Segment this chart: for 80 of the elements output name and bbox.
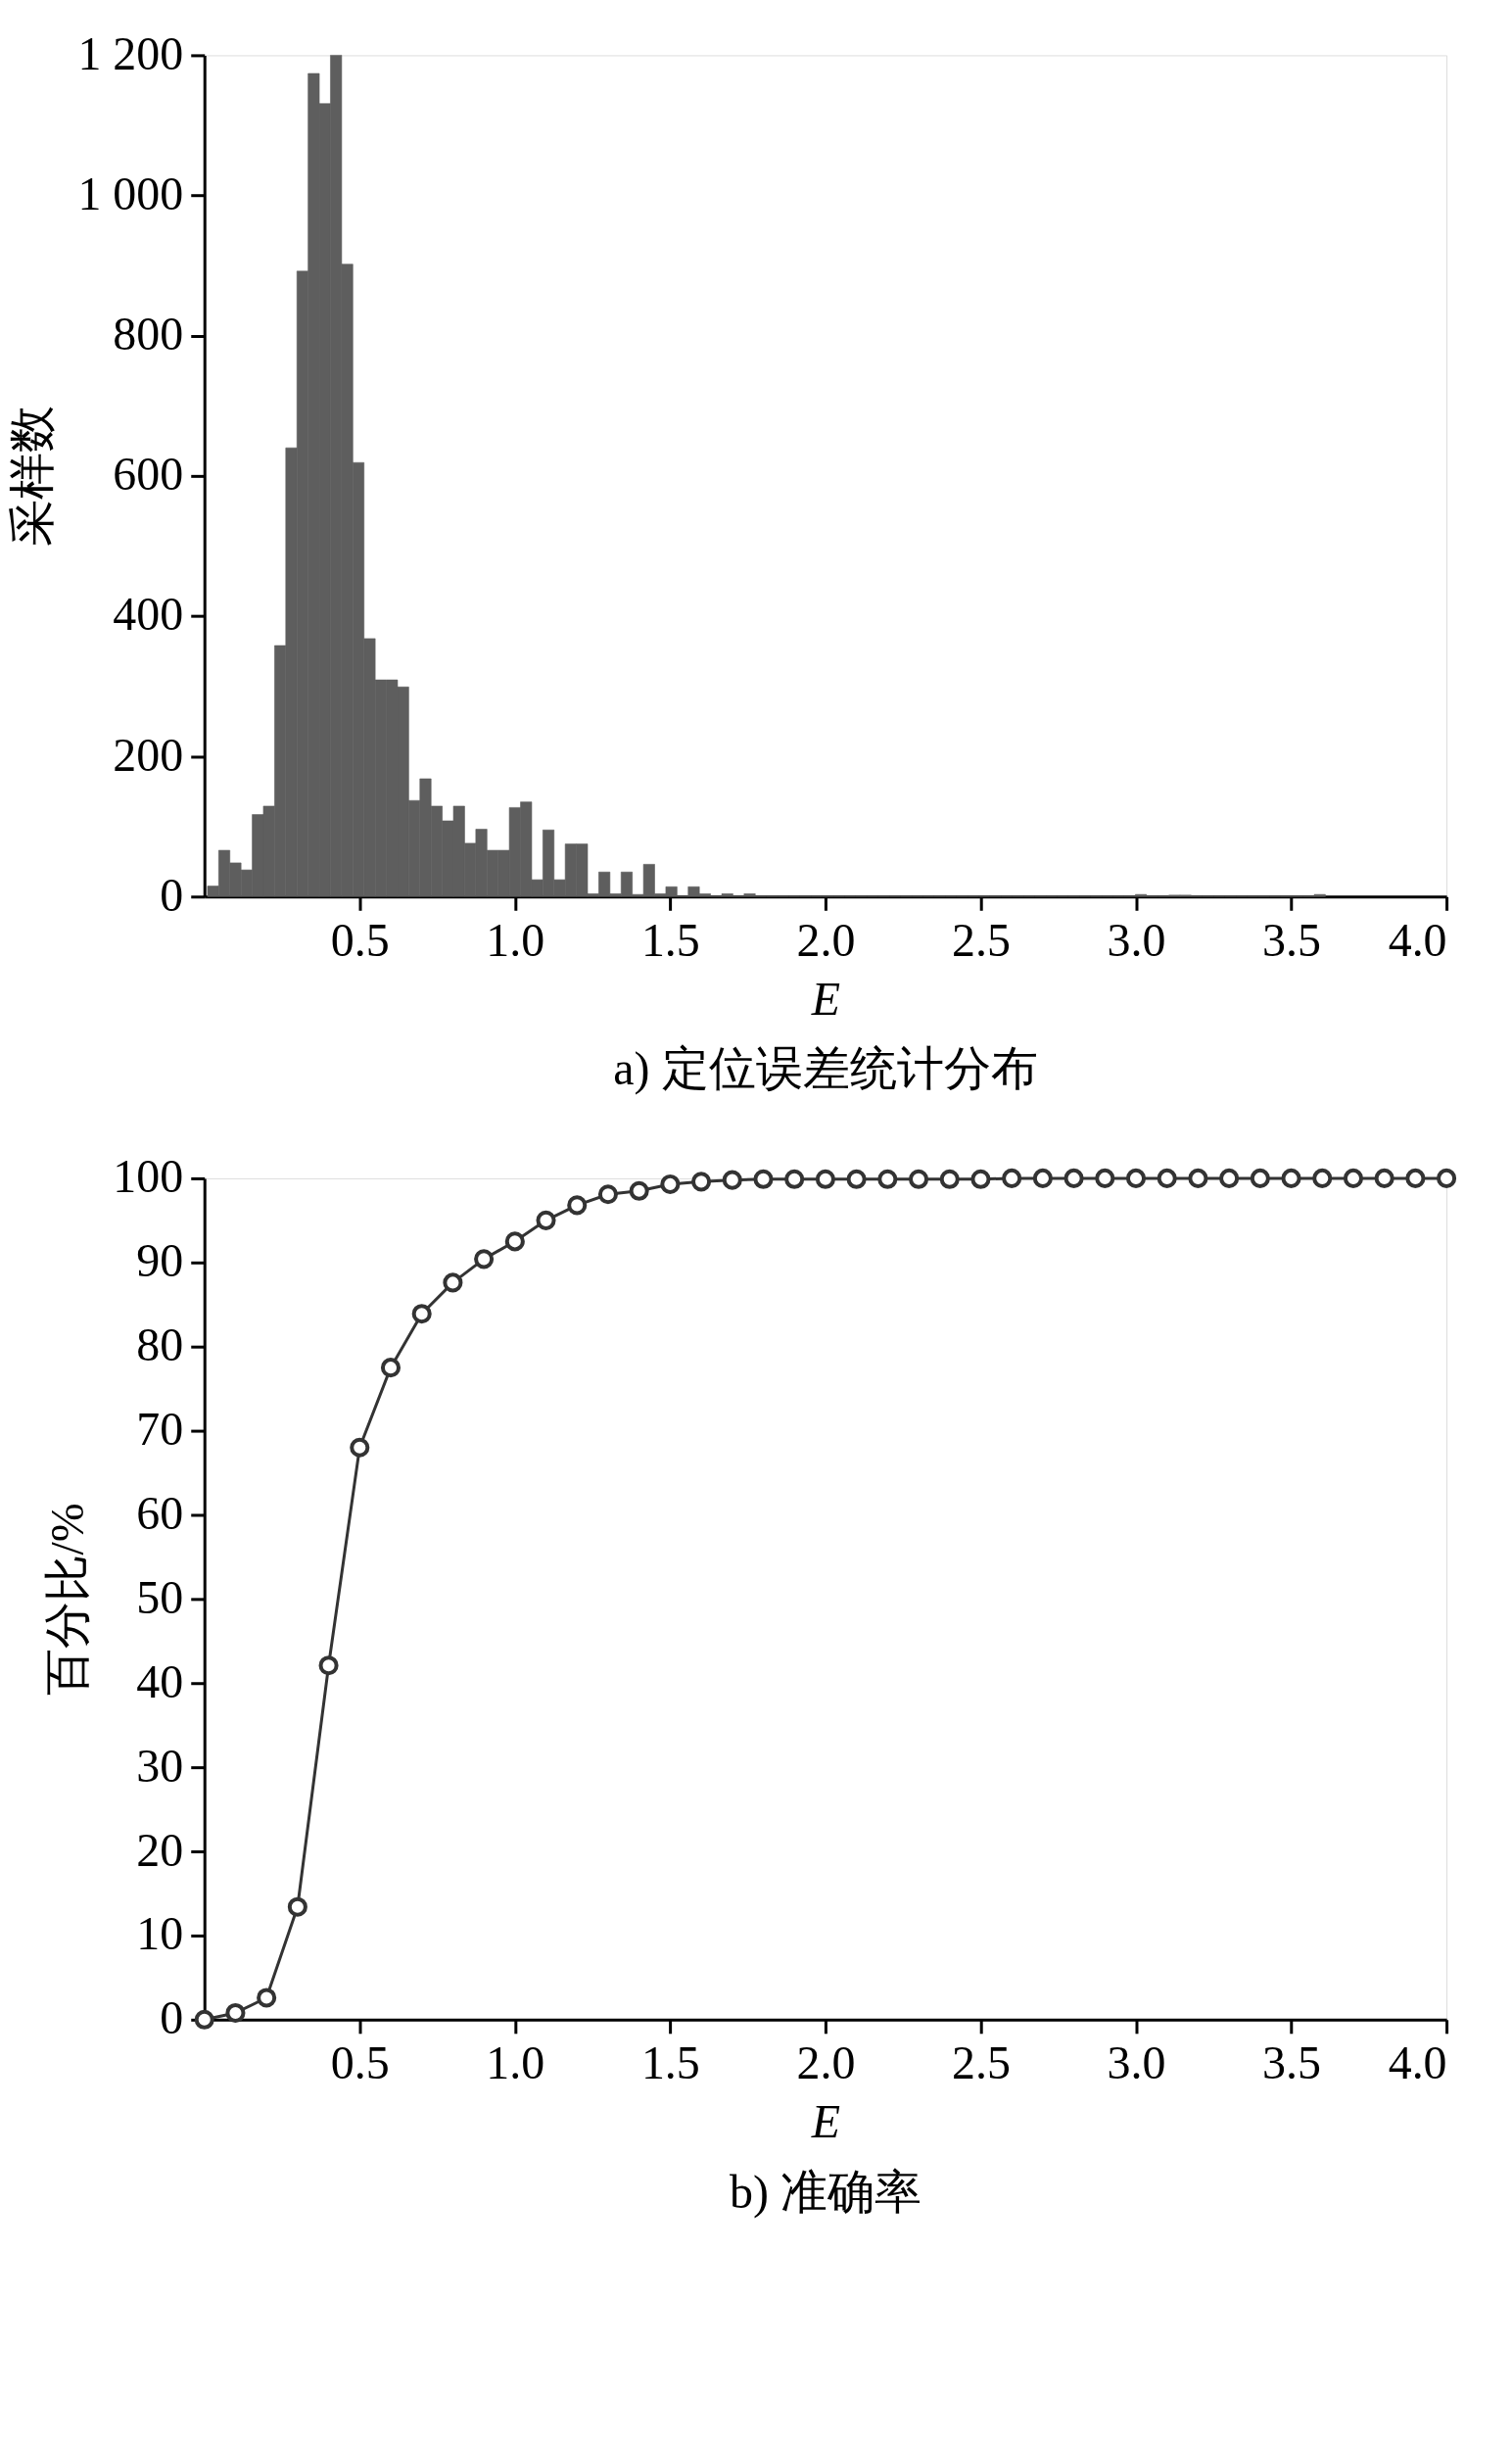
y-tick-label: 30 xyxy=(136,1739,184,1792)
point xyxy=(597,1184,618,1205)
y-axis-title: 百分比/% xyxy=(41,1503,94,1697)
x-axis-title: E xyxy=(810,2095,841,2148)
point xyxy=(815,1169,835,1189)
y-tick-label: 200 xyxy=(113,728,184,781)
point xyxy=(939,1169,960,1189)
point xyxy=(1125,1168,1147,1188)
point xyxy=(350,1437,370,1458)
y-tick-label: 1 200 xyxy=(77,26,184,79)
x-axis-title: E xyxy=(810,972,841,1025)
point xyxy=(1312,1168,1333,1188)
point xyxy=(753,1169,774,1189)
point xyxy=(784,1169,805,1189)
x-tick-label: 2.5 xyxy=(952,2036,1011,2089)
y-tick-label: 90 xyxy=(136,1234,184,1287)
y-tick-label: 70 xyxy=(136,1403,184,1456)
point xyxy=(1002,1168,1022,1188)
x-tick-label: 3.0 xyxy=(1107,2036,1166,2089)
x-tick-label: 0.5 xyxy=(330,913,390,966)
y-tick-label: 80 xyxy=(136,1318,184,1371)
y-tick-label: 1 000 xyxy=(77,168,184,220)
y-tick-label: 0 xyxy=(160,868,184,921)
point xyxy=(536,1210,556,1230)
x-tick-label: 2.0 xyxy=(796,2036,856,2089)
point xyxy=(225,2002,246,2023)
x-tick-label: 3.5 xyxy=(1262,913,1321,966)
point xyxy=(1343,1168,1364,1188)
point xyxy=(970,1169,991,1189)
x-tick-label: 3.5 xyxy=(1262,2036,1321,2089)
y-tick-label: 0 xyxy=(160,1991,184,2044)
y-tick-label: 40 xyxy=(136,1654,184,1707)
point xyxy=(1157,1168,1177,1188)
text: a) 定位误差统计分布 xyxy=(613,1042,1038,1096)
point xyxy=(1405,1168,1426,1188)
point xyxy=(1032,1168,1053,1188)
point xyxy=(504,1231,525,1252)
point xyxy=(629,1180,649,1201)
y-tick-label: 100 xyxy=(113,1150,184,1203)
point xyxy=(287,1896,307,1917)
y-axis-title: 采样数 xyxy=(6,406,59,548)
point xyxy=(411,1304,432,1324)
y-tick-label: 600 xyxy=(113,448,184,501)
point xyxy=(722,1170,742,1190)
point xyxy=(1281,1168,1301,1188)
x-tick-label: 1.0 xyxy=(486,2036,545,2089)
x-tick-label: 3.0 xyxy=(1107,913,1166,966)
point xyxy=(257,1988,277,2008)
x-tick-label: 0.5 xyxy=(330,2036,390,2089)
x-tick-label: 1.5 xyxy=(640,2036,700,2089)
x-tick-label: 2.5 xyxy=(952,913,1011,966)
x-tick-label: 2.0 xyxy=(796,913,856,966)
y-tick-label: 400 xyxy=(113,588,184,641)
point xyxy=(1437,1168,1457,1188)
point xyxy=(908,1169,929,1189)
text: b) 准确率 xyxy=(729,2165,921,2219)
point xyxy=(1250,1168,1270,1188)
point xyxy=(1063,1168,1084,1188)
point xyxy=(877,1169,898,1189)
y-tick-label: 50 xyxy=(136,1570,184,1623)
y-tick-label: 20 xyxy=(136,1823,184,1876)
point xyxy=(567,1195,588,1216)
point xyxy=(443,1272,463,1293)
y-tick-label: 800 xyxy=(113,308,184,360)
point xyxy=(846,1169,867,1189)
point xyxy=(1374,1168,1394,1188)
x-tick-label: 4.0 xyxy=(1388,913,1447,966)
point xyxy=(1095,1168,1115,1188)
y-tick-label: 10 xyxy=(136,1907,184,1960)
point xyxy=(1219,1168,1240,1188)
point xyxy=(691,1172,712,1192)
x-tick-label: 4.0 xyxy=(1388,2036,1447,2089)
x-tick-label: 1.5 xyxy=(640,913,700,966)
point xyxy=(1188,1168,1208,1188)
point xyxy=(474,1249,495,1269)
x-tick-label: 1.0 xyxy=(486,913,545,966)
point xyxy=(318,1655,339,1676)
y-tick-label: 60 xyxy=(136,1486,184,1539)
point xyxy=(660,1174,681,1194)
point xyxy=(380,1358,402,1378)
